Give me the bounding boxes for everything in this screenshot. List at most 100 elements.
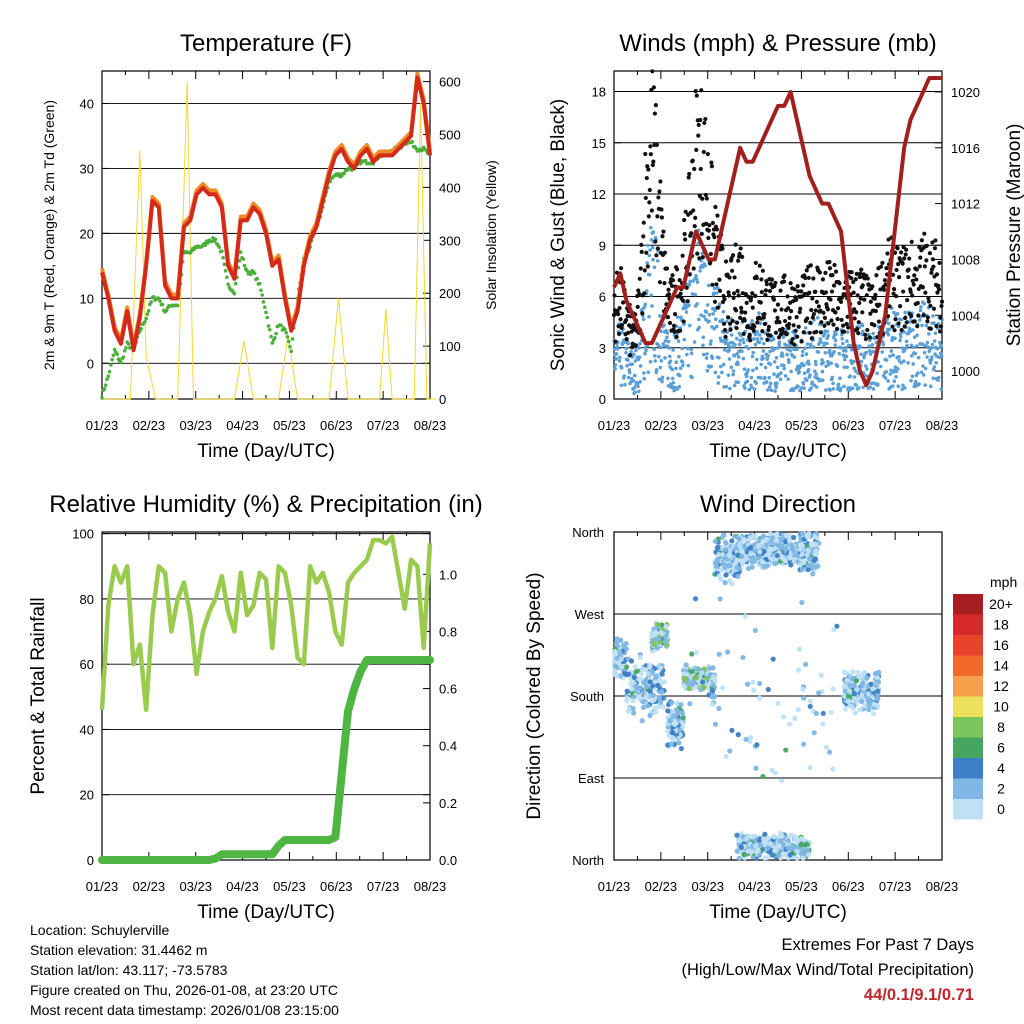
wind-point (861, 385, 866, 390)
wind-point (907, 326, 912, 331)
dewpoint-point (107, 369, 112, 374)
gust-point (917, 264, 922, 269)
chart-title: Wind Direction (700, 491, 856, 518)
gust-point (807, 290, 812, 295)
wind-point (707, 319, 711, 324)
direction-point (738, 844, 744, 850)
gust-point (830, 272, 835, 278)
gust-point (618, 317, 623, 322)
pressure-line (612, 75, 942, 388)
wind-point (676, 339, 681, 343)
y-tick-label: 0 (87, 853, 94, 868)
wind-point (689, 351, 694, 356)
dewpoint-point (126, 342, 131, 346)
wind-point (936, 375, 941, 380)
direction-point (769, 535, 776, 541)
wind-point (853, 369, 858, 373)
wind-point (786, 377, 791, 381)
wind-point (888, 354, 892, 359)
wind-point (709, 364, 714, 369)
y-right-tick-label: 1.0 (439, 567, 457, 582)
wind-point (835, 364, 840, 368)
gust-point (827, 259, 832, 265)
gust-point (760, 329, 765, 334)
direction-point (736, 855, 742, 861)
gust-point (860, 283, 865, 288)
direction-points (611, 531, 882, 861)
gust-point (618, 266, 624, 271)
wind-point (858, 345, 863, 349)
wind-point (801, 381, 806, 386)
gust-point (890, 324, 895, 329)
gust-point (826, 321, 831, 326)
gust-point (925, 319, 930, 324)
wind-point (803, 326, 808, 330)
gust-point (872, 296, 877, 301)
dewpoint-point (337, 172, 341, 176)
gust-point (678, 328, 683, 333)
dewpoint-point (100, 395, 104, 400)
legend-label: 14 (993, 658, 1009, 674)
legend-label: 2 (997, 781, 1005, 797)
x-tick-label: 03/23 (179, 418, 212, 433)
wind-point (658, 365, 663, 370)
dewpoint-point (110, 357, 114, 362)
direction-point (798, 842, 804, 848)
gust-point (653, 239, 658, 244)
gust-point (915, 300, 920, 306)
wind-point (923, 383, 928, 387)
gust-point (684, 285, 689, 290)
wind-point (674, 366, 678, 371)
gust-point (615, 312, 621, 317)
gust-point (737, 251, 742, 256)
wind-point (752, 337, 756, 341)
gust-point (736, 258, 741, 263)
wind-point (757, 311, 761, 315)
wind-point (845, 339, 849, 343)
gust-point (750, 291, 755, 296)
direction-point (764, 536, 770, 542)
gust-point (903, 252, 908, 257)
gust-point (689, 231, 694, 236)
gust-point (725, 315, 731, 320)
direction-point (654, 621, 660, 628)
direction-point (722, 580, 728, 586)
x-tick-label: 02/23 (645, 879, 678, 894)
direction-point (640, 699, 646, 705)
gust-point (727, 321, 733, 326)
wind-point (805, 342, 810, 346)
gust-point (693, 215, 698, 220)
gust-point (739, 309, 744, 315)
wind-point (662, 344, 667, 348)
wind-point (876, 360, 881, 364)
wind-point (852, 359, 856, 364)
wind-point (757, 333, 762, 337)
y-axis-label: 2m & 9m T (Red, Orange) & 2m Td (Green) (41, 100, 57, 370)
gust-point (758, 316, 763, 321)
gust-point (730, 318, 735, 324)
direction-point (744, 835, 750, 841)
wind-point (646, 243, 650, 248)
direction-point (795, 667, 802, 673)
direction-point (868, 681, 874, 687)
direction-point (772, 770, 778, 776)
wind-point (649, 293, 653, 297)
gust-point (855, 326, 860, 332)
wind-point (697, 325, 702, 330)
wind-point (721, 362, 726, 367)
wind-point (751, 368, 755, 373)
direction-point (614, 655, 620, 661)
gust-point (766, 324, 772, 329)
wind-point (928, 384, 933, 389)
wind-point (809, 342, 813, 347)
gust-point (612, 293, 617, 298)
direction-point (709, 688, 716, 694)
gust-point (703, 192, 708, 198)
wind-point (792, 355, 797, 359)
direction-point (811, 730, 817, 736)
gust-point (672, 329, 677, 334)
gust-point (785, 306, 791, 311)
wind-point (798, 388, 802, 393)
gust-point (726, 290, 731, 295)
direction-point (810, 571, 816, 577)
